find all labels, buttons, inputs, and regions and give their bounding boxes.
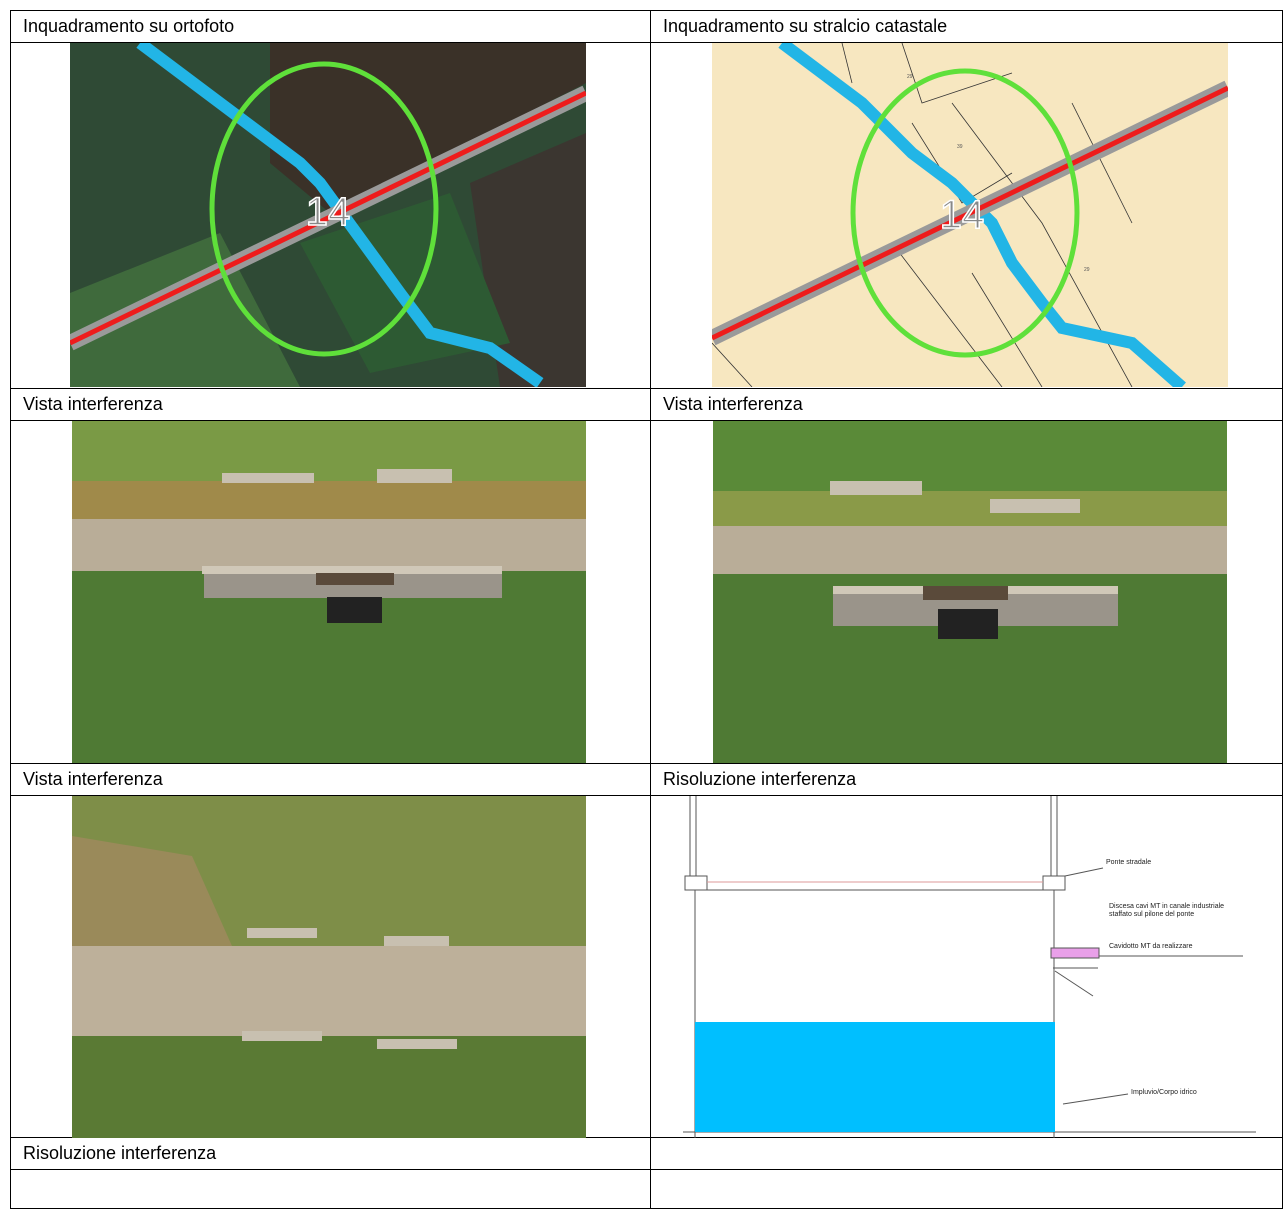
cadastral-map: 14 29 39 29 — [712, 43, 1228, 387]
shape — [712, 342, 753, 387]
shape — [242, 1031, 322, 1041]
drawing-label: Cavidotto MT da realizzare — [1109, 943, 1193, 950]
parcel-label: 29 — [907, 74, 913, 80]
shape — [1050, 947, 1100, 959]
shape — [830, 481, 922, 495]
shape — [911, 122, 1013, 204]
shape — [72, 519, 586, 571]
cell: Inquadramento su ortofoto — [10, 10, 651, 43]
drawing-label: Impluvio/Corpo idrico — [1131, 1089, 1197, 1096]
shape — [901, 43, 1013, 104]
shape — [384, 936, 449, 946]
shape — [1071, 102, 1133, 224]
shape — [1042, 875, 1066, 891]
cell: Risoluzione interferenza — [650, 763, 1283, 796]
cell: Risoluzione interferenza — [10, 1137, 651, 1170]
cell — [650, 1137, 1283, 1170]
shape — [971, 272, 1043, 387]
cell: Vista interferenza — [10, 763, 651, 796]
drawing-label: Discesa cavi MT in canale industriale — [1109, 903, 1224, 910]
shape — [712, 85, 1228, 341]
shape — [72, 421, 586, 481]
shape — [136, 43, 544, 387]
shape — [841, 43, 853, 84]
shape — [209, 61, 439, 357]
shape — [72, 1036, 586, 1138]
shape — [850, 68, 1080, 358]
photo — [713, 421, 1227, 763]
shape — [222, 473, 314, 483]
parcel-label: 39 — [957, 144, 963, 150]
photo — [72, 421, 586, 763]
shape — [327, 597, 382, 623]
shape — [270, 43, 586, 213]
map-label: 14 — [940, 193, 985, 237]
shape — [72, 946, 586, 1036]
shape — [1064, 867, 1104, 877]
map-label: 14 — [306, 190, 351, 234]
shape — [713, 421, 1227, 491]
shape — [70, 90, 586, 346]
shape — [316, 573, 394, 585]
shape — [202, 566, 502, 574]
shape — [713, 526, 1227, 574]
shape — [247, 928, 317, 938]
shape — [695, 1022, 1055, 1132]
shape — [923, 586, 1008, 600]
shape — [70, 233, 300, 387]
photo — [72, 796, 586, 1138]
shape — [72, 481, 586, 521]
shape — [1054, 970, 1094, 997]
drawing-label: Ponte stradale — [1106, 859, 1151, 866]
shape — [377, 1039, 457, 1049]
cell: Vista interferenza — [650, 388, 1283, 421]
shape — [938, 609, 998, 639]
shape — [684, 875, 708, 891]
ortophoto: 14 — [70, 43, 586, 387]
shape — [990, 499, 1080, 513]
drawing-label: staffato sul pilone del ponte — [1109, 911, 1194, 918]
cell: Vista interferenza — [10, 388, 651, 421]
shape — [1062, 1093, 1129, 1105]
cell: Inquadramento su stralcio catastale — [650, 10, 1283, 43]
shape — [72, 836, 232, 946]
shape — [377, 469, 452, 483]
cell — [650, 1169, 1283, 1209]
section-drawing: Ponte stradale Discesa cavi MT in canale… — [683, 796, 1256, 1138]
shape — [713, 491, 1227, 531]
shape — [778, 43, 1186, 387]
parcel-label: 29 — [1084, 267, 1090, 273]
shape — [300, 193, 510, 373]
shape — [891, 242, 1003, 387]
cell — [10, 1169, 651, 1209]
